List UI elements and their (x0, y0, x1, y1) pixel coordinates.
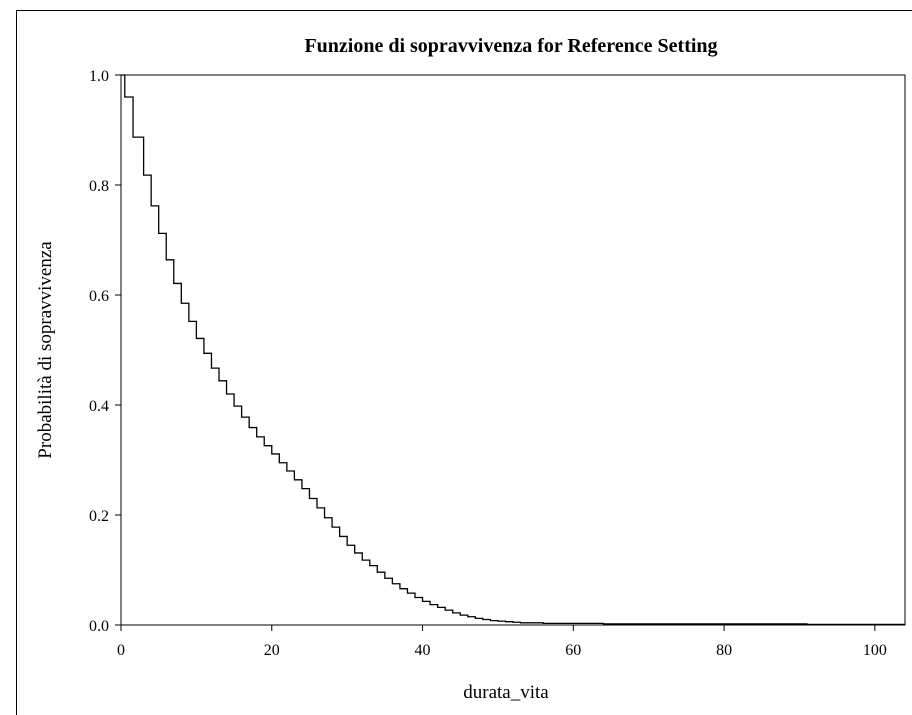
y-tick-label: 1.0 (89, 68, 109, 85)
y-tick-label: 0.6 (89, 288, 109, 305)
plot-area (120, 74, 906, 626)
y-tick-label: 0.0 (89, 618, 109, 635)
x-tick-label: 40 (415, 642, 431, 659)
y-tick-label: 0.4 (89, 398, 109, 415)
chart-frame (16, 10, 912, 715)
series-layer (121, 74, 905, 626)
x-tick-label: 0 (117, 642, 125, 659)
y-tick-label: 0.2 (89, 508, 109, 525)
x-tick-label: 60 (565, 642, 581, 659)
x-axis-ticks: 0 20 40 60 80 100 (117, 625, 887, 659)
y-tick-label: 0.8 (89, 178, 109, 195)
chart-title: Funzione di sopravvivenza for Reference … (304, 35, 717, 57)
x-tick-label: 80 (716, 642, 732, 659)
survival-step-line (121, 74, 905, 626)
x-tick-label: 20 (264, 642, 280, 659)
y-axis-label: Probabilità di sopravvivenza (35, 241, 56, 459)
y-axis-ticks: 0.0 0.2 0.4 0.6 0.8 1.0 (89, 68, 121, 635)
x-tick-label: 100 (863, 642, 887, 659)
x-axis-label: durata_vita (463, 682, 549, 703)
